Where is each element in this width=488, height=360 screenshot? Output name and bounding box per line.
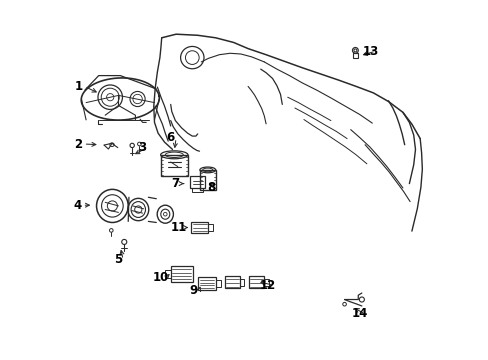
Text: 5: 5	[113, 253, 122, 266]
Text: 7: 7	[171, 177, 179, 190]
Bar	[160, 155, 187, 176]
Bar	[198, 277, 215, 290]
Text: 14: 14	[351, 307, 367, 320]
Bar	[215, 280, 220, 287]
Text: 2: 2	[74, 138, 82, 150]
Bar	[224, 276, 239, 288]
Text: 6: 6	[166, 131, 175, 144]
Text: 9: 9	[189, 284, 197, 297]
Bar	[200, 170, 215, 190]
Text: 8: 8	[207, 181, 215, 194]
Text: 3: 3	[138, 141, 145, 154]
Bar	[170, 266, 193, 282]
Bar	[208, 224, 212, 231]
Text: 4: 4	[73, 199, 81, 212]
Bar	[164, 270, 170, 278]
Bar	[192, 188, 203, 192]
Text: 1: 1	[75, 80, 83, 93]
Bar	[190, 176, 204, 188]
Text: 10: 10	[153, 271, 169, 284]
Bar	[352, 53, 357, 58]
Bar	[239, 279, 244, 286]
Text: 12: 12	[259, 279, 275, 292]
Text: 11: 11	[170, 221, 187, 234]
Text: 13: 13	[362, 45, 378, 58]
Bar	[264, 279, 268, 286]
Bar	[191, 222, 208, 233]
Bar	[249, 276, 264, 288]
